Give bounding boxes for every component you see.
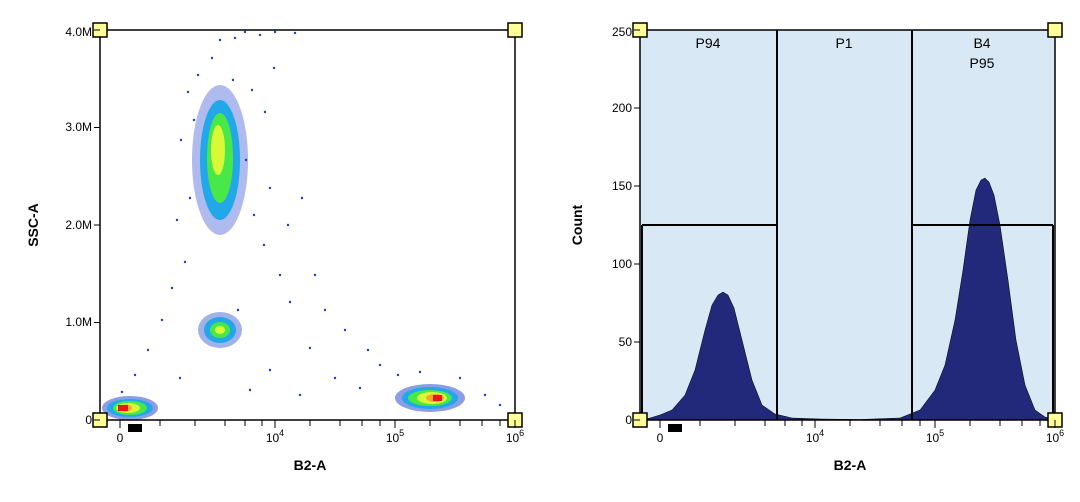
scatter-ymajor — [94, 30, 100, 420]
hist-ytick-4: 200 — [612, 101, 632, 115]
scatter-xtick-1: 104 — [266, 428, 284, 445]
scatter-density-plot: 0 104 105 106 0 1.0M 2.0M 3.0M 4.0M — [20, 20, 540, 480]
scatter-xminor — [120, 420, 515, 428]
hist-xtick-3: 106 — [1046, 428, 1064, 445]
scatter-plot-bg — [100, 30, 515, 420]
scatter-cluster-mid — [198, 312, 242, 348]
scatter-svg: 0 104 105 106 0 1.0M 2.0M 3.0M 4.0M — [20, 20, 540, 480]
hist-ytick-3: 150 — [612, 179, 632, 193]
hist-axis-break — [668, 424, 682, 432]
scatter-cluster-bottomleft — [102, 396, 158, 420]
hist-xlabel: B2-A — [834, 457, 867, 473]
scatter-ytick-2: 2.0M — [65, 218, 92, 232]
scatter-axis-break — [128, 424, 142, 432]
hist-xtick-0: 0 — [657, 431, 664, 445]
hist-ymajor — [634, 30, 640, 420]
gate-b4-label: B4 — [973, 35, 990, 51]
scatter-xtick-2: 105 — [386, 428, 404, 445]
scatter-ytick-4: 4.0M — [65, 25, 92, 39]
hist-ytick-1: 50 — [619, 335, 633, 349]
scatter-ytick-3: 3.0M — [65, 120, 92, 134]
scatter-xtick-3: 106 — [506, 428, 524, 445]
scatter-ytick-1: 1.0M — [65, 315, 92, 329]
scatter-ytick-0: 0 — [85, 413, 92, 427]
scatter-cluster-vertical — [192, 85, 248, 235]
hist-xtick-2: 105 — [926, 428, 944, 445]
scatter-xtick-0: 0 — [117, 431, 124, 445]
histogram-svg: P94 P1 B4 P95 0 104 105 106 — [560, 20, 1080, 480]
scatter-handle-tr[interactable] — [508, 23, 522, 37]
hist-ytick-0: 0 — [625, 413, 632, 427]
hist-xtick-1: 104 — [806, 428, 824, 445]
scatter-cluster-bottomright — [395, 384, 465, 412]
gate-p94-label: P94 — [696, 35, 721, 51]
hist-ytick-5: 250 — [612, 25, 632, 39]
scatter-ylabel: SSC-A — [25, 203, 41, 247]
hist-handle-tr[interactable] — [1048, 23, 1062, 37]
hist-ytick-2: 100 — [612, 257, 632, 271]
gate-p95-label: P95 — [970, 55, 995, 71]
hist-xminor — [660, 420, 1055, 428]
scatter-xlabel: B2-A — [294, 457, 327, 473]
hist-ylabel: Count — [569, 204, 585, 245]
histogram-plot: P94 P1 B4 P95 0 104 105 106 — [560, 20, 1080, 480]
gate-p1-label: P1 — [835, 35, 852, 51]
